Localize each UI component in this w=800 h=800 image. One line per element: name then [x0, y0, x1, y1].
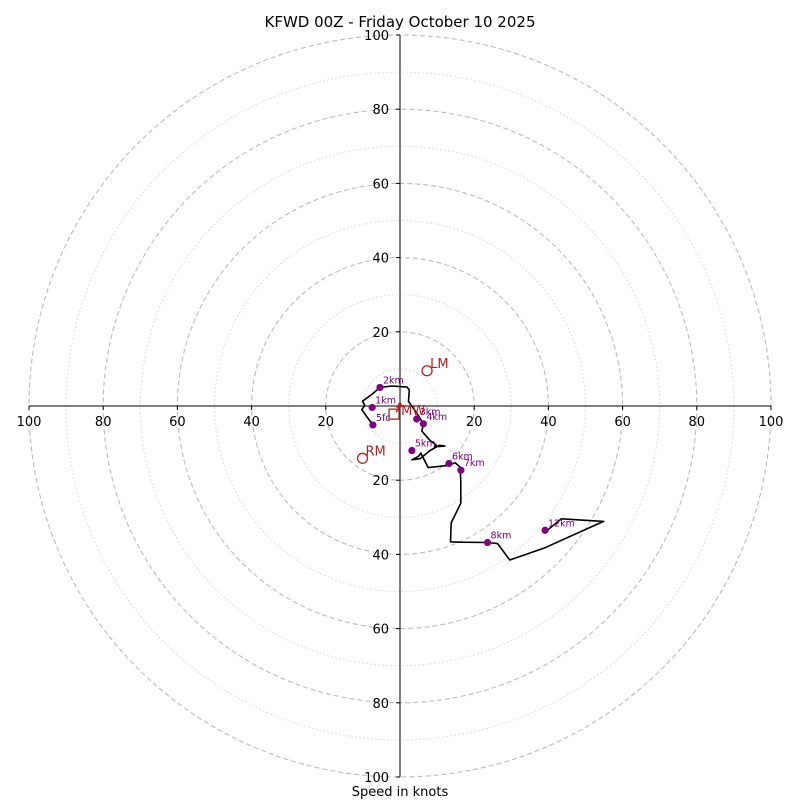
height-marker-7km	[457, 466, 465, 474]
x-axis-label: Speed in knots	[352, 785, 449, 800]
y-tick-label: 100	[364, 29, 389, 44]
height-marker-6km	[445, 459, 453, 468]
y-tick-label: 80	[372, 697, 389, 712]
y-tick-label: 40	[372, 252, 389, 267]
x-tick-label: 60	[614, 415, 631, 430]
x-tick-label: 100	[17, 415, 42, 430]
tick-labels: 100 80 60 40 20 20 40 60 80 100 100 80 60 40 20 20 40 60 8…	[17, 29, 784, 786]
storm-label-MW: MW	[401, 404, 425, 419]
mean-wind-arrowhead	[396, 401, 403, 408]
height-marker-5fc	[369, 421, 377, 429]
height-label-8km: 8km	[491, 531, 512, 542]
height-label-2km: 2km	[383, 375, 404, 386]
y-tick-label: 20	[372, 474, 389, 489]
x-tick-label: 20	[466, 415, 483, 430]
x-tick-label: 40	[540, 415, 557, 430]
x-tick-label: 60	[169, 415, 186, 430]
storm-label-LM: LM	[430, 357, 448, 372]
height-marker-4km	[419, 420, 427, 428]
height-label-4km: 4km	[426, 412, 447, 423]
hodograph-trace	[360, 385, 605, 561]
height-label-12km: 12km	[548, 518, 575, 529]
hodograph-trace-group	[360, 385, 605, 561]
x-tick-label: 100	[759, 415, 784, 430]
chart-title: KFWD 00Z - Friday October 10 2025	[265, 13, 536, 31]
storm-marker-RM	[356, 452, 369, 464]
height-label-5km: 5km	[415, 439, 436, 450]
height-marker-1km	[368, 403, 376, 412]
y-tick-label: 20	[372, 326, 389, 341]
height-label-6km: 6km	[452, 452, 473, 463]
height-marker-8km	[483, 538, 492, 547]
height-label-5fc: 5fc	[376, 413, 391, 424]
height-label-1km: 1km	[375, 395, 396, 406]
storm-marker-LM	[421, 365, 433, 377]
height-marker-3km	[413, 415, 421, 423]
height-label-3km: 3km	[420, 407, 441, 418]
y-tick-label: 60	[372, 623, 389, 638]
height-marker-5km	[408, 446, 416, 455]
height-marker-12km	[541, 526, 549, 534]
storm-label-RM: RM	[366, 444, 386, 459]
x-tick-label: 20	[318, 415, 335, 430]
y-tick-label: 80	[372, 103, 389, 118]
height-label-7km: 7km	[464, 458, 485, 469]
storm-marker-MW	[388, 408, 400, 420]
y-tick-label: 60	[372, 177, 389, 192]
y-tick-label: 40	[372, 548, 389, 563]
storm-motion-markers: LM RM MW	[356, 357, 449, 464]
y-tick-label: 100	[364, 771, 389, 786]
x-tick-label: 80	[689, 415, 706, 430]
x-tick-label: 40	[243, 415, 260, 430]
height-marker-2km	[376, 383, 384, 392]
x-tick-label: 80	[95, 415, 112, 430]
